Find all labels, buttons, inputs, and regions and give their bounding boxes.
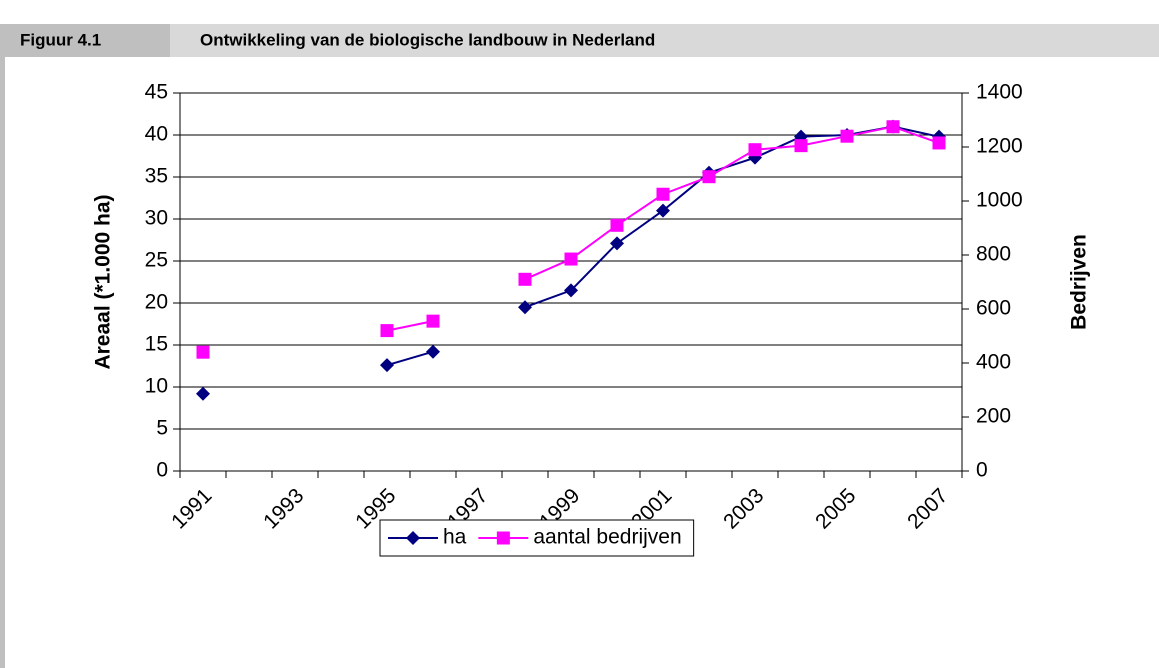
y2-tick-label: 200 bbox=[976, 405, 1011, 428]
series-line bbox=[386, 125, 940, 332]
y-tick-label: 35 bbox=[145, 165, 168, 188]
y-tick-label: 25 bbox=[145, 249, 168, 272]
y2-tick-label: 1000 bbox=[976, 189, 1023, 212]
y2-tick-label: 1200 bbox=[976, 135, 1023, 158]
chart-title: Ontwikkeling van de biologische landbouw… bbox=[200, 30, 655, 49]
data-point bbox=[656, 203, 670, 218]
y2-tick-label: 1400 bbox=[976, 81, 1023, 104]
y-tick-label: 5 bbox=[156, 417, 168, 440]
y-tick-label: 15 bbox=[145, 333, 168, 356]
header-label-cell bbox=[0, 24, 170, 57]
data-point bbox=[380, 358, 394, 373]
figure-label: Figuur 4.1 bbox=[20, 30, 101, 49]
data-point bbox=[564, 283, 578, 298]
data-point bbox=[518, 272, 532, 286]
legend-marker bbox=[496, 531, 510, 545]
header-title-cell bbox=[170, 24, 1159, 57]
y2-tick-label: 400 bbox=[976, 351, 1011, 374]
data-point bbox=[656, 187, 670, 201]
data-point bbox=[932, 136, 946, 150]
data-point bbox=[886, 120, 900, 134]
data-point bbox=[196, 386, 210, 401]
y2-axis-title: Bedrijven bbox=[1068, 234, 1091, 330]
data-point bbox=[518, 300, 532, 315]
y-tick-label: 30 bbox=[145, 207, 168, 230]
y-tick-label: 20 bbox=[145, 291, 168, 314]
data-point bbox=[610, 236, 624, 251]
data-point bbox=[196, 345, 210, 359]
legend-label: ha bbox=[443, 526, 467, 549]
data-point bbox=[380, 324, 394, 338]
data-point bbox=[840, 129, 854, 143]
y2-tick-label: 600 bbox=[976, 297, 1011, 320]
y-axis-title: Areaal (*1.000 ha) bbox=[92, 194, 115, 369]
frame-left bbox=[0, 57, 5, 668]
data-point bbox=[564, 252, 578, 266]
y2-tick-label: 800 bbox=[976, 243, 1011, 266]
y-tick-label: 10 bbox=[145, 375, 168, 398]
data-point bbox=[426, 314, 440, 328]
y-tick-label: 0 bbox=[156, 459, 168, 482]
legend-marker bbox=[406, 531, 420, 545]
y-tick-label: 40 bbox=[145, 123, 168, 146]
y-tick-label: 45 bbox=[145, 81, 168, 104]
legend-label: aantal bedrijven bbox=[533, 526, 681, 549]
y2-tick-label: 0 bbox=[976, 459, 988, 482]
data-point bbox=[702, 170, 716, 184]
data-point bbox=[426, 344, 440, 359]
data-point bbox=[748, 143, 762, 157]
data-point bbox=[794, 139, 808, 153]
data-point bbox=[610, 218, 624, 232]
